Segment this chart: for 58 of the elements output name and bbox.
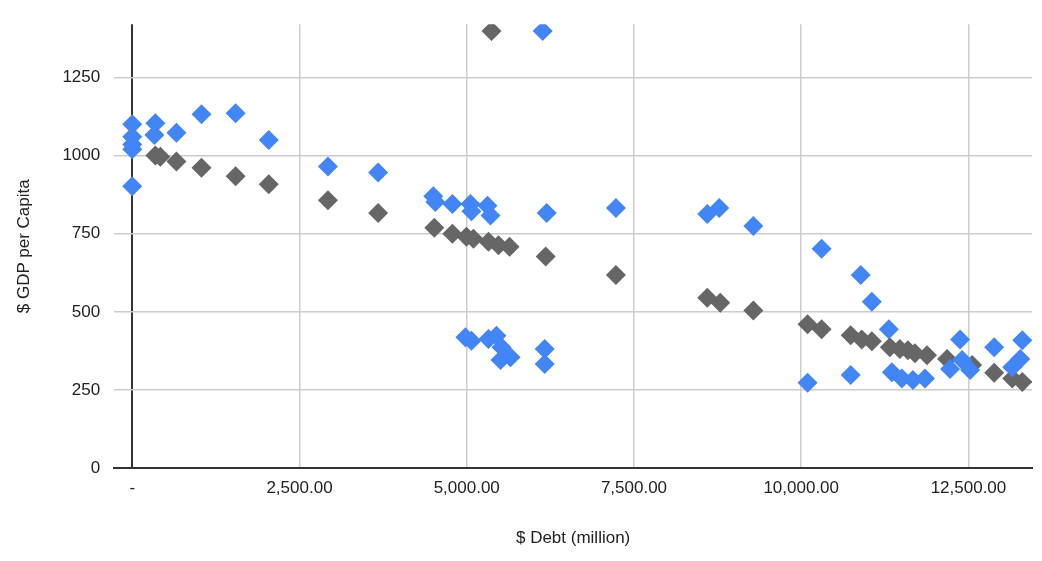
point xyxy=(811,238,832,259)
x-tick-label: - xyxy=(129,478,136,498)
point xyxy=(442,193,463,214)
point xyxy=(122,176,143,197)
y-tick-label: 750 xyxy=(71,223,101,243)
point xyxy=(984,337,1005,358)
point xyxy=(697,203,718,224)
point xyxy=(797,314,818,335)
point xyxy=(861,291,882,312)
point xyxy=(605,264,626,285)
point xyxy=(368,203,389,224)
point xyxy=(535,246,556,267)
point xyxy=(797,372,818,393)
y-tick-label: 0 xyxy=(90,457,101,477)
point xyxy=(709,198,730,219)
point xyxy=(317,190,338,211)
point xyxy=(850,264,871,285)
point xyxy=(1012,330,1032,351)
x-tick-label: 7,500.00 xyxy=(600,478,668,498)
point xyxy=(258,174,279,195)
point xyxy=(952,350,973,371)
point xyxy=(166,151,187,172)
point xyxy=(878,319,899,340)
x-tick-label: 2,500.00 xyxy=(266,478,333,498)
x-tick-label: 12,500.00 xyxy=(930,478,1007,498)
point xyxy=(743,215,764,236)
point xyxy=(743,300,764,321)
point xyxy=(984,362,1005,383)
y-tick-label: 1250 xyxy=(62,67,101,87)
point xyxy=(368,162,389,183)
point xyxy=(442,223,463,244)
y-axis-title: $ GDP per Capita xyxy=(13,178,33,314)
point xyxy=(191,104,212,125)
point xyxy=(191,157,212,178)
point xyxy=(697,287,718,308)
point xyxy=(534,354,555,375)
point xyxy=(950,329,971,350)
point xyxy=(940,359,961,380)
point xyxy=(225,166,246,187)
y-tick-label: 1000 xyxy=(62,145,101,165)
point xyxy=(317,156,338,177)
point xyxy=(258,129,279,150)
point xyxy=(1012,371,1032,392)
point xyxy=(225,103,246,124)
point xyxy=(536,203,557,224)
point xyxy=(605,198,626,219)
point xyxy=(710,292,731,313)
x-axis-title: $ Debt (million) xyxy=(515,528,631,548)
y-tick-label: 250 xyxy=(71,379,101,399)
point xyxy=(424,217,445,238)
point xyxy=(1010,349,1031,370)
x-tick-label: 10,000.00 xyxy=(763,478,840,498)
point xyxy=(960,360,981,381)
point xyxy=(840,365,861,386)
x-tick-label: 5,000.00 xyxy=(433,478,500,498)
point xyxy=(811,319,832,340)
y-tick-label: 500 xyxy=(71,301,101,321)
point xyxy=(166,122,187,143)
